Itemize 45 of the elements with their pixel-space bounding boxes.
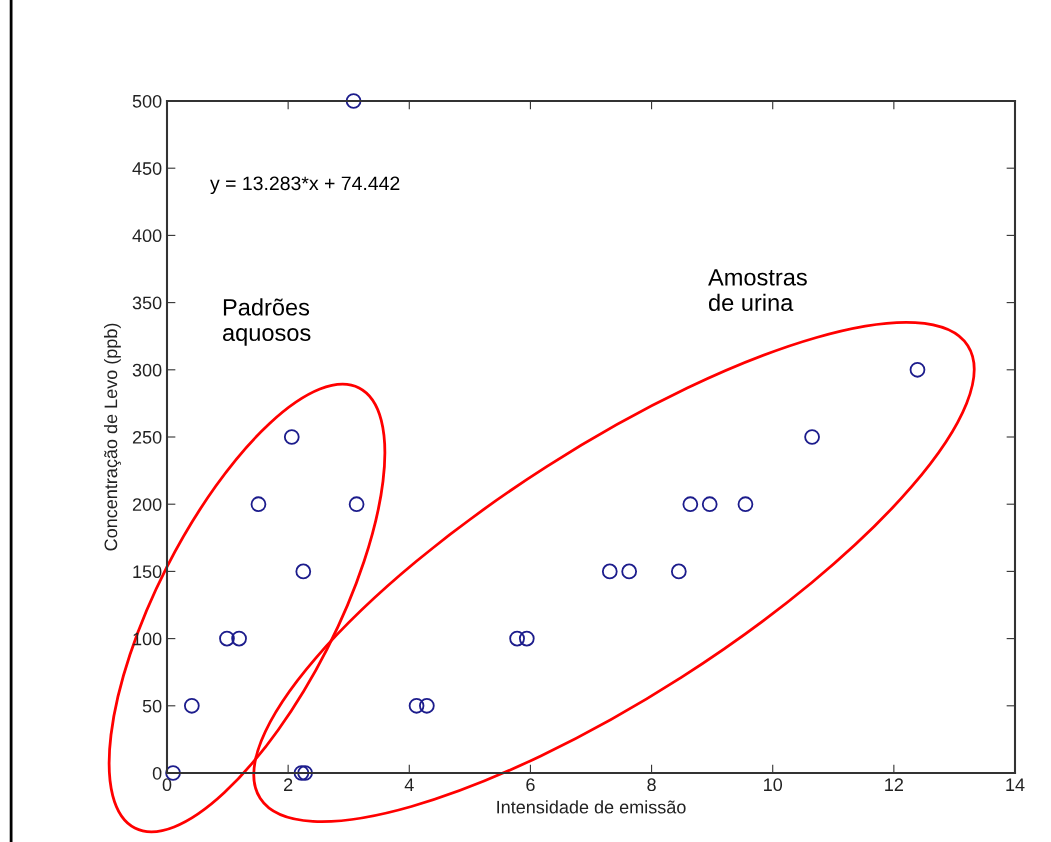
- y-tick-label: 500: [132, 94, 162, 108]
- y-tick-label: 250: [132, 430, 162, 444]
- point: [297, 765, 313, 781]
- annotation: Padrões aquosos: [223, 298, 311, 346]
- x-axis-title: Intensidade de emissão: [497, 800, 686, 814]
- point: [621, 563, 638, 580]
- point: [682, 496, 699, 513]
- x-tick-label: 10: [764, 778, 783, 792]
- point: [183, 697, 200, 714]
- point: [250, 496, 267, 513]
- x-tick-label: 4: [404, 778, 414, 791]
- point: [804, 429, 820, 445]
- point: [601, 563, 618, 580]
- x-tick-label: 12: [885, 778, 903, 791]
- point: [283, 429, 300, 445]
- point: [701, 496, 718, 513]
- annotation: y = 13.283*x + 74.442: [210, 176, 400, 195]
- y-tick-label: 450: [132, 162, 162, 175]
- x-tick-label: 0: [162, 778, 172, 792]
- y-tick-label: 350: [132, 296, 162, 310]
- point: [737, 496, 754, 513]
- point: [219, 630, 235, 647]
- y-tick-label: 0: [152, 766, 162, 780]
- y-tick-label: 300: [132, 363, 162, 377]
- point: [293, 765, 310, 781]
- point: [509, 630, 525, 647]
- point: [909, 361, 926, 378]
- point: [408, 697, 425, 714]
- point: [670, 563, 687, 580]
- x-tick-label: 14: [1006, 778, 1025, 791]
- x-tick-label: 2: [284, 778, 293, 791]
- annotation: Amostras de urina: [708, 269, 807, 312]
- point: [231, 630, 247, 647]
- y-axis-title: Concentração de Levo (ppb): [104, 323, 121, 551]
- y-tick-label: 400: [132, 229, 162, 243]
- y-tick-label: 200: [132, 498, 162, 511]
- x-tick-label: 6: [526, 778, 535, 792]
- x-tick-label: 8: [647, 778, 656, 792]
- point: [348, 496, 365, 513]
- point: [295, 563, 312, 580]
- point: [518, 630, 535, 647]
- point: [419, 697, 435, 714]
- point: [345, 93, 362, 109]
- y-tick-label: 150: [133, 565, 162, 579]
- y-tick-label: 50: [142, 699, 162, 713]
